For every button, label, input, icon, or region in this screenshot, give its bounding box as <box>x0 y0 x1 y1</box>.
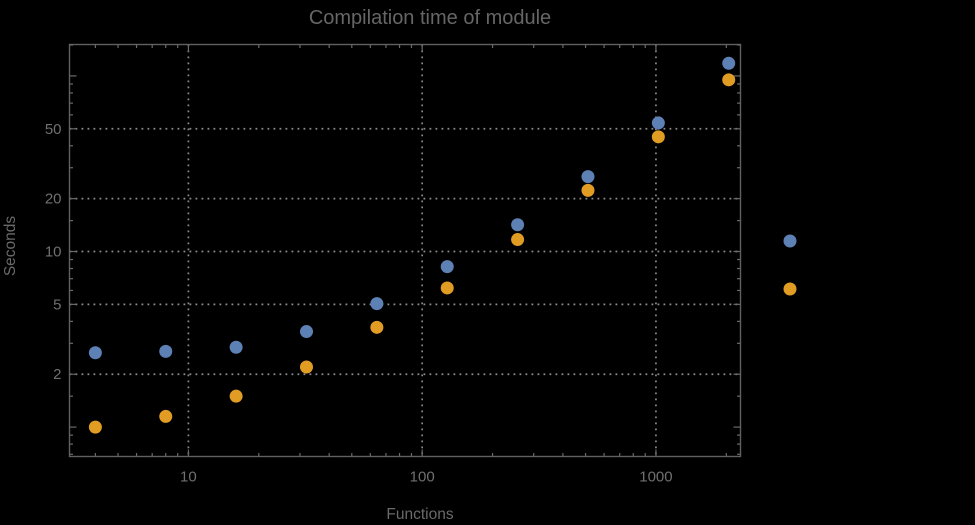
x-tick-label-10: 10 <box>180 469 197 486</box>
data-point-series-2-orange-x8 <box>159 409 173 423</box>
y-axis-label: Seconds <box>2 216 19 277</box>
data-point-series-1-blue-x128 <box>440 260 454 274</box>
plot-frame <box>68 43 742 458</box>
data-point-series-1-blue-x256 <box>511 218 525 232</box>
tick-labels: 10 100 1000 2 5 10 20 50 <box>45 121 673 486</box>
legend-marker-series-1-blue <box>783 234 797 248</box>
x-tick-label-100: 100 <box>410 469 435 486</box>
x-axis-label: Functions <box>386 506 453 523</box>
y-tick-label-50: 50 <box>45 121 62 138</box>
data-point-series-1-blue-x4 <box>88 346 102 360</box>
data-point-series-2-orange-x256 <box>511 233 525 247</box>
chart-title: Compilation time of module <box>309 7 551 29</box>
data-point-series-2-orange-x512 <box>581 183 595 197</box>
axis-ticks <box>69 44 741 457</box>
data-point-series-1-blue-x64 <box>370 297 384 311</box>
x-tick-label-1000: 1000 <box>639 469 672 486</box>
data-point-series-2-orange-x2048 <box>722 73 736 87</box>
y-tick-label-20: 20 <box>45 191 62 208</box>
data-point-series-1-blue-x32 <box>299 325 313 339</box>
data-point-series-2-orange-x64 <box>370 320 384 334</box>
legend-marker-series-2-orange <box>783 282 797 296</box>
y-tick-label-5: 5 <box>53 296 61 313</box>
data-point-series-2-orange-x4 <box>88 420 102 434</box>
y-tick-label-2: 2 <box>53 366 61 383</box>
data-points <box>88 56 736 434</box>
data-point-series-1-blue-x16 <box>229 340 243 354</box>
data-point-series-1-blue-x1024 <box>651 116 665 130</box>
legend <box>783 234 797 296</box>
data-point-series-2-orange-x1024 <box>651 130 665 144</box>
y-tick-label-10: 10 <box>45 244 62 261</box>
data-point-series-1-blue-x8 <box>159 344 173 358</box>
data-point-series-2-orange-x16 <box>229 389 243 403</box>
gridlines <box>69 44 741 457</box>
data-point-series-2-orange-x32 <box>299 360 313 374</box>
data-point-series-1-blue-x512 <box>581 170 595 184</box>
data-point-series-2-orange-x128 <box>440 281 454 295</box>
data-point-series-1-blue-x2048 <box>722 56 736 70</box>
